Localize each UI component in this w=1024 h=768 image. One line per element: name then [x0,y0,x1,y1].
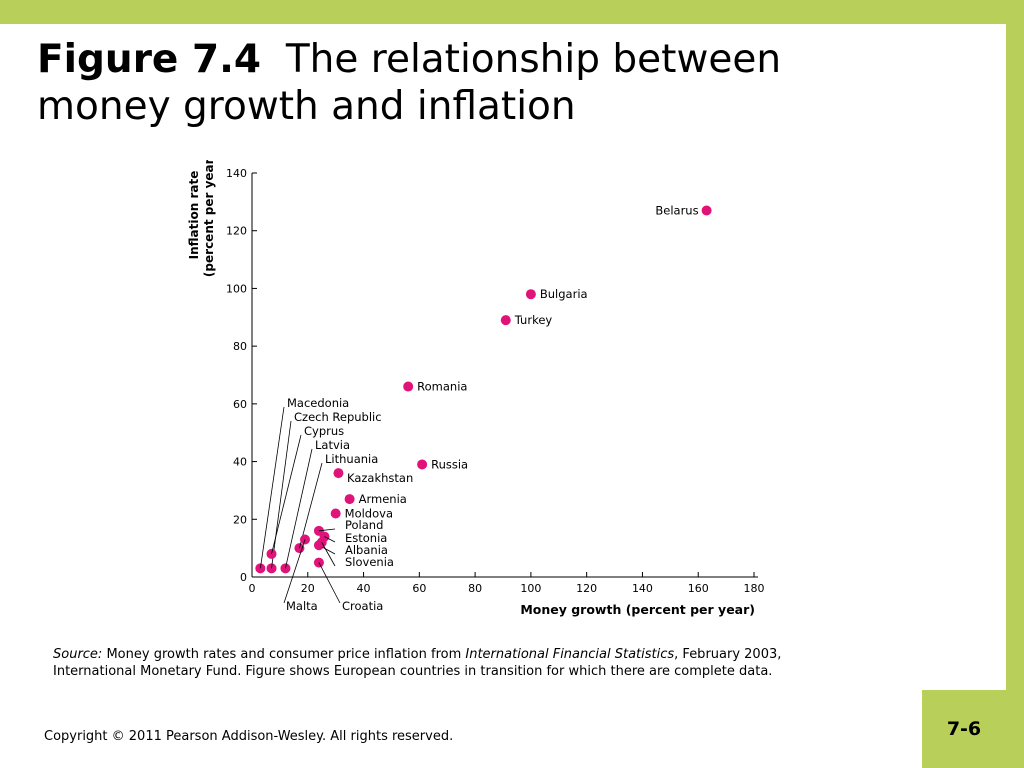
y-axis-title: Inflation rate(percent per year) [187,160,216,277]
x-tick-label: 100 [520,582,541,595]
point-label-lithuania: Lithuania [325,452,378,466]
x-tick-label: 160 [688,582,709,595]
point-label-romania: Romania [417,380,467,394]
point-label-cyprus: Cyprus [304,424,344,438]
page-number: 7-6 [946,718,982,740]
point-label-belarus: Belarus [655,204,698,218]
chart-container: 0 20 40 60 80 100 120 140 160 180 0 20 40 60 80 100 120 1… [180,153,780,620]
y-tick-label: 60 [233,398,247,411]
x-tick-label: 140 [632,582,653,595]
leader-line-latvia [285,448,313,569]
point-latvia [280,563,291,574]
x-tick-label: 180 [744,582,765,595]
point-cyprus [266,548,277,559]
x-axis-title: Money growth (percent per year) [520,602,755,617]
source-label: Source: [53,647,103,662]
leader-line-lithuania [299,462,323,549]
y-tick-label: 100 [226,282,247,295]
point-label-bulgaria: Bulgaria [540,287,588,301]
x-tick-label: 80 [468,582,482,595]
y-tick-label: 140 [226,167,247,180]
point-label-latvia: Latvia [315,438,350,452]
source-text-1: Money growth rates and consumer price in… [106,647,462,662]
top-accent-bar [0,0,1024,24]
point-label-czech-republic: Czech Republic [294,410,382,424]
point-label-slovenia: Slovenia [345,555,394,569]
leader-line-slovenia [321,542,336,567]
source-note: Source: Money growth rates and consumer … [53,646,813,680]
x-tick-label: 0 [249,582,256,595]
point-moldova [330,508,341,519]
figure-caption: The relationship between money growth an… [37,37,782,129]
page-number-box: 7-6 [922,690,1006,768]
source-publication: International Financial Statistics [465,647,675,662]
point-label-estonia: Estonia [345,531,387,545]
y-tick-label: 0 [240,571,247,584]
x-tick-label: 60 [412,582,426,595]
point-label-croatia: Croatia [342,599,383,613]
x-tick-label: 20 [301,582,315,595]
point-belarus [701,205,712,216]
point-label-russia: Russia [431,457,468,471]
point-label-malta: Malta [286,599,318,613]
slide-title: Figure 7.4 The relationship between mone… [37,36,917,130]
scatter-chart: 0 20 40 60 80 100 120 140 160 180 0 20 40 60 80 100 120 1… [187,153,765,617]
y-tick-label: 20 [233,513,247,526]
point-romania [403,381,414,392]
point-kazakhstan [333,468,344,479]
right-accent-bar [1006,24,1024,768]
point-label-macedonia: Macedonia [287,396,349,410]
leader-line-poland [318,528,336,532]
copyright-notice: Copyright © 2011 Pearson Addison-Wesley.… [44,729,454,744]
point-bulgaria [525,289,536,300]
point-macedonia [255,563,266,574]
x-tick-label: 120 [576,582,597,595]
point-label-armenia: Armenia [359,492,407,506]
point-label-moldova: Moldova [345,507,393,521]
leader-line-estonia [324,536,336,543]
leader-line-czech-republic [271,420,292,569]
y-tick-label: 80 [233,340,247,353]
point-armenia [344,494,355,505]
x-tick-label: 40 [357,582,371,595]
point-russia [417,459,428,470]
point-label-kazakhstan: Kazakhstan [347,471,413,485]
leader-line-croatia [318,562,341,604]
point-label-turkey: Turkey [514,313,553,327]
point-turkey [500,315,511,326]
source-text-2: , February 2003, International Monetary … [53,647,782,679]
y-tick-label: 120 [226,225,247,238]
figure-number: Figure 7.4 [37,37,262,82]
point-czech-republic [266,563,277,574]
point-label-albania: Albania [345,543,388,557]
leader-line-cyprus [271,434,302,555]
point-label-poland: Poland [345,518,383,532]
leader-line-macedonia [259,406,285,569]
y-tick-label: 40 [233,456,247,469]
leader-line-malta [283,539,306,604]
point-croatia [313,557,324,568]
